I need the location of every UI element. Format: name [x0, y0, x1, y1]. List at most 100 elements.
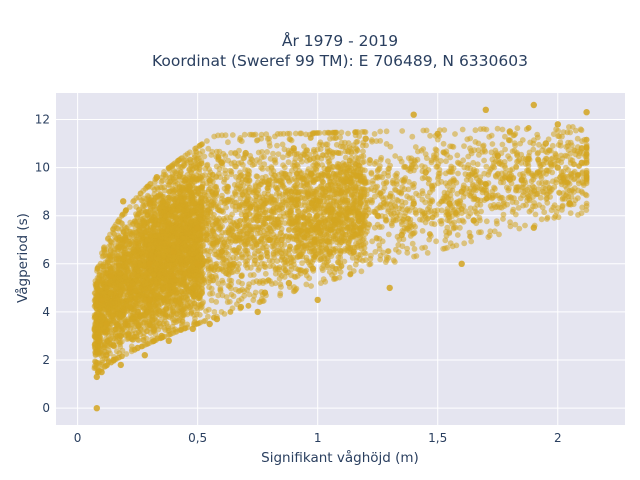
scatter-point: [223, 258, 230, 264]
scatter-point: [219, 192, 225, 199]
scatter-point: [256, 159, 263, 166]
scatter-point: [516, 225, 523, 232]
scatter-point: [566, 124, 572, 130]
scatter-point: [404, 249, 411, 256]
scatter-point: [207, 291, 213, 297]
scatter-point: [266, 143, 273, 149]
scatter-point: [127, 219, 134, 226]
scatter-point: [282, 220, 288, 227]
scatter-point: [419, 163, 425, 169]
scatter-point: [556, 189, 562, 196]
scatter-point: [579, 204, 586, 211]
scatter-point: [228, 291, 235, 298]
scatter-point: [346, 238, 353, 244]
scatter-point: [574, 135, 581, 142]
scatter-point: [454, 152, 461, 159]
scatter-point: [371, 224, 378, 231]
scatter-point: [360, 148, 366, 155]
scatter-point: [342, 154, 349, 161]
scatter-point: [126, 204, 133, 210]
scatter-point: [557, 139, 564, 146]
scatter-point: [172, 178, 178, 185]
scatter-point: [345, 130, 351, 137]
scatter-point: [376, 165, 383, 172]
scatter-point: [465, 173, 472, 180]
scatter-point: [514, 125, 521, 132]
scatter-point: [213, 189, 220, 196]
scatter-point: [395, 197, 401, 204]
scatter-point: [349, 254, 356, 261]
scatter-point: [201, 153, 208, 160]
scatter-point: [258, 154, 265, 161]
scatter-point: [477, 197, 484, 204]
scatter-point: [424, 250, 431, 256]
scatter-point: [538, 216, 545, 223]
scatter-point: [505, 137, 512, 143]
scatter-point: [245, 302, 252, 309]
scatter-point: [208, 152, 215, 158]
scatter-point: [223, 204, 230, 211]
scatter-point: [217, 286, 224, 293]
scatter-point: [285, 159, 292, 166]
scatter-point: [275, 201, 281, 208]
scatter-point: [346, 264, 353, 271]
scatter-point: [570, 147, 577, 153]
scatter-point: [208, 285, 215, 292]
scatter-point: [275, 151, 282, 158]
scatter-point: [502, 146, 508, 153]
scatter-point: [241, 131, 248, 138]
scatter-point: [450, 144, 457, 150]
scatter-point: [466, 188, 473, 195]
scatter-point: [441, 127, 448, 133]
scatter-point: [239, 254, 246, 260]
scatter-point: [496, 231, 502, 238]
scatter-point: [442, 180, 449, 187]
scatter-point: [324, 141, 331, 148]
scatter-point: [498, 194, 504, 201]
scatter-point: [393, 246, 399, 253]
scatter-point: [537, 194, 544, 201]
scatter-point: [223, 294, 230, 300]
scatter-point: [466, 229, 473, 236]
scatter-point: [412, 144, 419, 150]
scatter-point: [249, 244, 256, 250]
scatter-point: [326, 148, 333, 154]
scatter-point: [443, 158, 449, 165]
scatter-point: [427, 132, 433, 139]
scatter-point: [272, 280, 279, 287]
scatter-point: [559, 202, 566, 209]
scatter-point: [293, 265, 299, 272]
scatter-point: [402, 199, 409, 206]
scatter-point: [294, 244, 300, 251]
scatter-point: [419, 188, 426, 194]
scatter-point: [482, 148, 489, 155]
scatter-point: [419, 228, 426, 234]
scatter-point: [512, 221, 519, 228]
scatter-point: [333, 149, 340, 156]
scatter-point: [392, 153, 399, 159]
scatter-point: [377, 138, 384, 144]
scatter-point: [136, 206, 143, 213]
scatter-point: [492, 172, 499, 179]
scatter-point: [460, 203, 467, 210]
scatter-point: [358, 268, 365, 275]
scatter-point: [377, 128, 384, 135]
scatter-point: [555, 157, 562, 164]
scatter-point: [443, 228, 449, 235]
scatter-point: [237, 169, 244, 176]
scatter-point: [270, 150, 276, 157]
scatter-point: [292, 130, 299, 137]
scatter-point: [525, 125, 532, 131]
scatter-point: [511, 140, 518, 147]
scatter-point: [280, 199, 286, 206]
scatter-point: [373, 159, 379, 165]
scatter-point: [385, 254, 392, 261]
scatter-point: [550, 131, 557, 138]
scatter-point: [236, 147, 242, 154]
scatter-point: [426, 236, 433, 243]
scatter-point: [293, 201, 299, 208]
scatter-point: [372, 249, 379, 255]
scatter-point: [256, 265, 263, 271]
scatter-point: [277, 131, 284, 137]
scatter-point: [526, 149, 533, 156]
